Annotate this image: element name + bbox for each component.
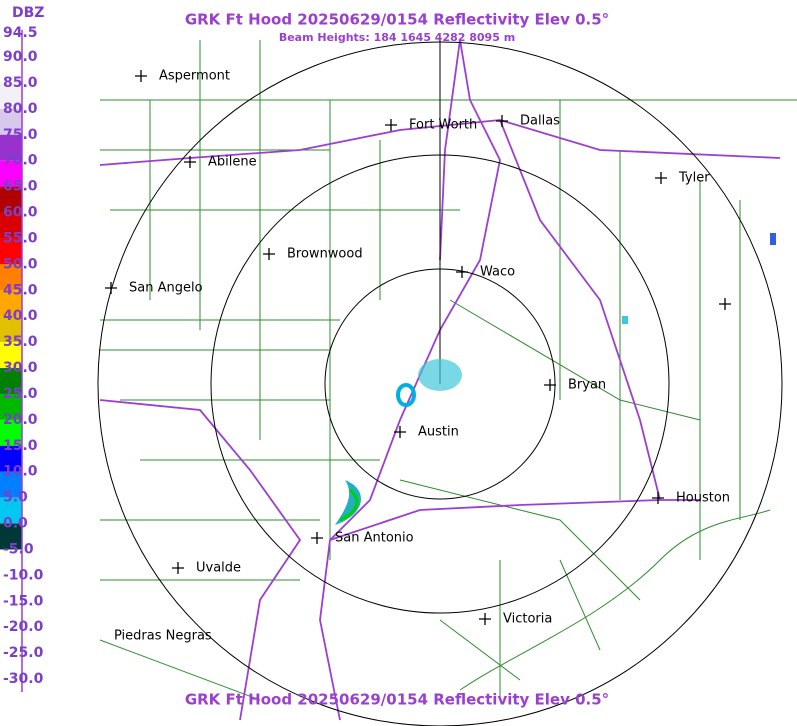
legend-band [0,238,22,265]
city-marker [496,115,508,127]
legend-label: 65.0 [3,179,38,195]
legend-band [0,160,22,187]
legend-band [0,82,22,109]
legend-band [0,523,22,550]
city-label: San Antonio [335,531,414,546]
city-label: Dallas [520,114,560,129]
city-marker [172,562,184,574]
subtitle: Beam Heights: 184 1645 4282 8095 m [279,31,515,44]
city-marker [479,613,491,625]
city-label: Waco [480,265,515,280]
legend-label: 30.0 [3,360,38,376]
legend-label: 80.0 [3,101,38,117]
title: GRK Ft Hood 20250629/0154 Reflectivity E… [185,11,609,29]
city-label: Houston [676,491,730,506]
city-label: Aspermont [159,69,230,84]
legend-band [0,33,22,57]
city-marker [544,379,556,391]
city-marker [394,426,406,438]
legend-label: 5.0 [3,490,28,506]
legend-label: 0.0 [3,516,28,532]
legend-band [0,57,22,83]
legend-label: 40.0 [3,308,38,324]
city-marker [263,248,275,260]
city-marker [311,532,323,544]
city-marker [655,172,667,184]
city-label: Fort Worth [409,118,477,133]
range-rings [97,40,783,726]
legend-band [0,186,22,213]
legend-label: 20.0 [3,412,38,428]
city-marker [456,266,468,278]
cities: Aspermont Fort Worth Dallas Abilene Tyler Bro… [105,69,731,644]
legend-label: -30.0 [3,671,44,687]
echoes [335,233,776,525]
legend-label: -5.0 [3,541,34,557]
footer-title: GRK Ft Hood 20250629/0154 Reflectivity E… [185,691,609,709]
legend-label: 50.0 [3,256,38,272]
legend-unit: DBZ [12,5,44,21]
legend-label: 70.0 [3,153,38,169]
city-marker [135,70,147,82]
legend-label: 15.0 [3,438,38,454]
legend-band [0,653,22,680]
legend-band [0,368,22,394]
legend-band [0,264,22,291]
legend-band [0,497,22,524]
legend-label: -20.0 [3,619,44,635]
legend-label: -15.0 [3,593,44,609]
legend-band [0,549,22,576]
city-marker [184,156,196,168]
city-marker [719,298,731,310]
city-label: Piedras Negras [114,629,212,644]
city-label: Abilene [208,155,257,170]
legend-label: 85.0 [3,75,38,91]
legend-label: 10.0 [3,464,38,480]
legend-label: 94.5 [3,25,38,41]
legend-band [0,601,22,628]
city-label: Uvalde [196,561,241,576]
city-label: Victoria [503,612,552,627]
city-label: Tyler [678,171,710,186]
legend-band [0,290,22,317]
legend-band [0,342,22,369]
legend-label: 35.0 [3,334,38,350]
legend-band [0,575,22,602]
legend-label: -25.0 [3,645,44,661]
legend-labels: 94.5 90.0 85.0 80.0 75.0 70.0 65.0 60.0 55.0 50.0… [3,25,44,687]
legend-label: 55.0 [3,230,38,246]
legend-label: 75.0 [3,127,38,143]
legend-bar [0,33,22,680]
legend-label: -10.0 [3,567,44,583]
county-lines [99,40,797,701]
legend-band [0,316,22,343]
legend-band [0,212,22,239]
city-marker [385,119,397,131]
legend-label: 45.0 [3,282,38,298]
legend-band [0,445,22,472]
legend-label: 90.0 [3,49,38,65]
legend-band [0,627,22,654]
city-label: Brownwood [287,247,363,262]
city-label: Austin [418,425,459,440]
legend-band [0,471,22,498]
city-marker [652,492,664,504]
city-label: San Angelo [129,281,203,296]
city-label: Bryan [568,378,606,393]
legend-label: 60.0 [3,205,38,221]
city-marker [105,282,117,294]
legend-band [0,419,22,446]
legend-band [0,393,22,420]
legend-band [0,108,22,135]
legend-label: 25.0 [3,386,38,402]
legend-band [0,134,22,161]
